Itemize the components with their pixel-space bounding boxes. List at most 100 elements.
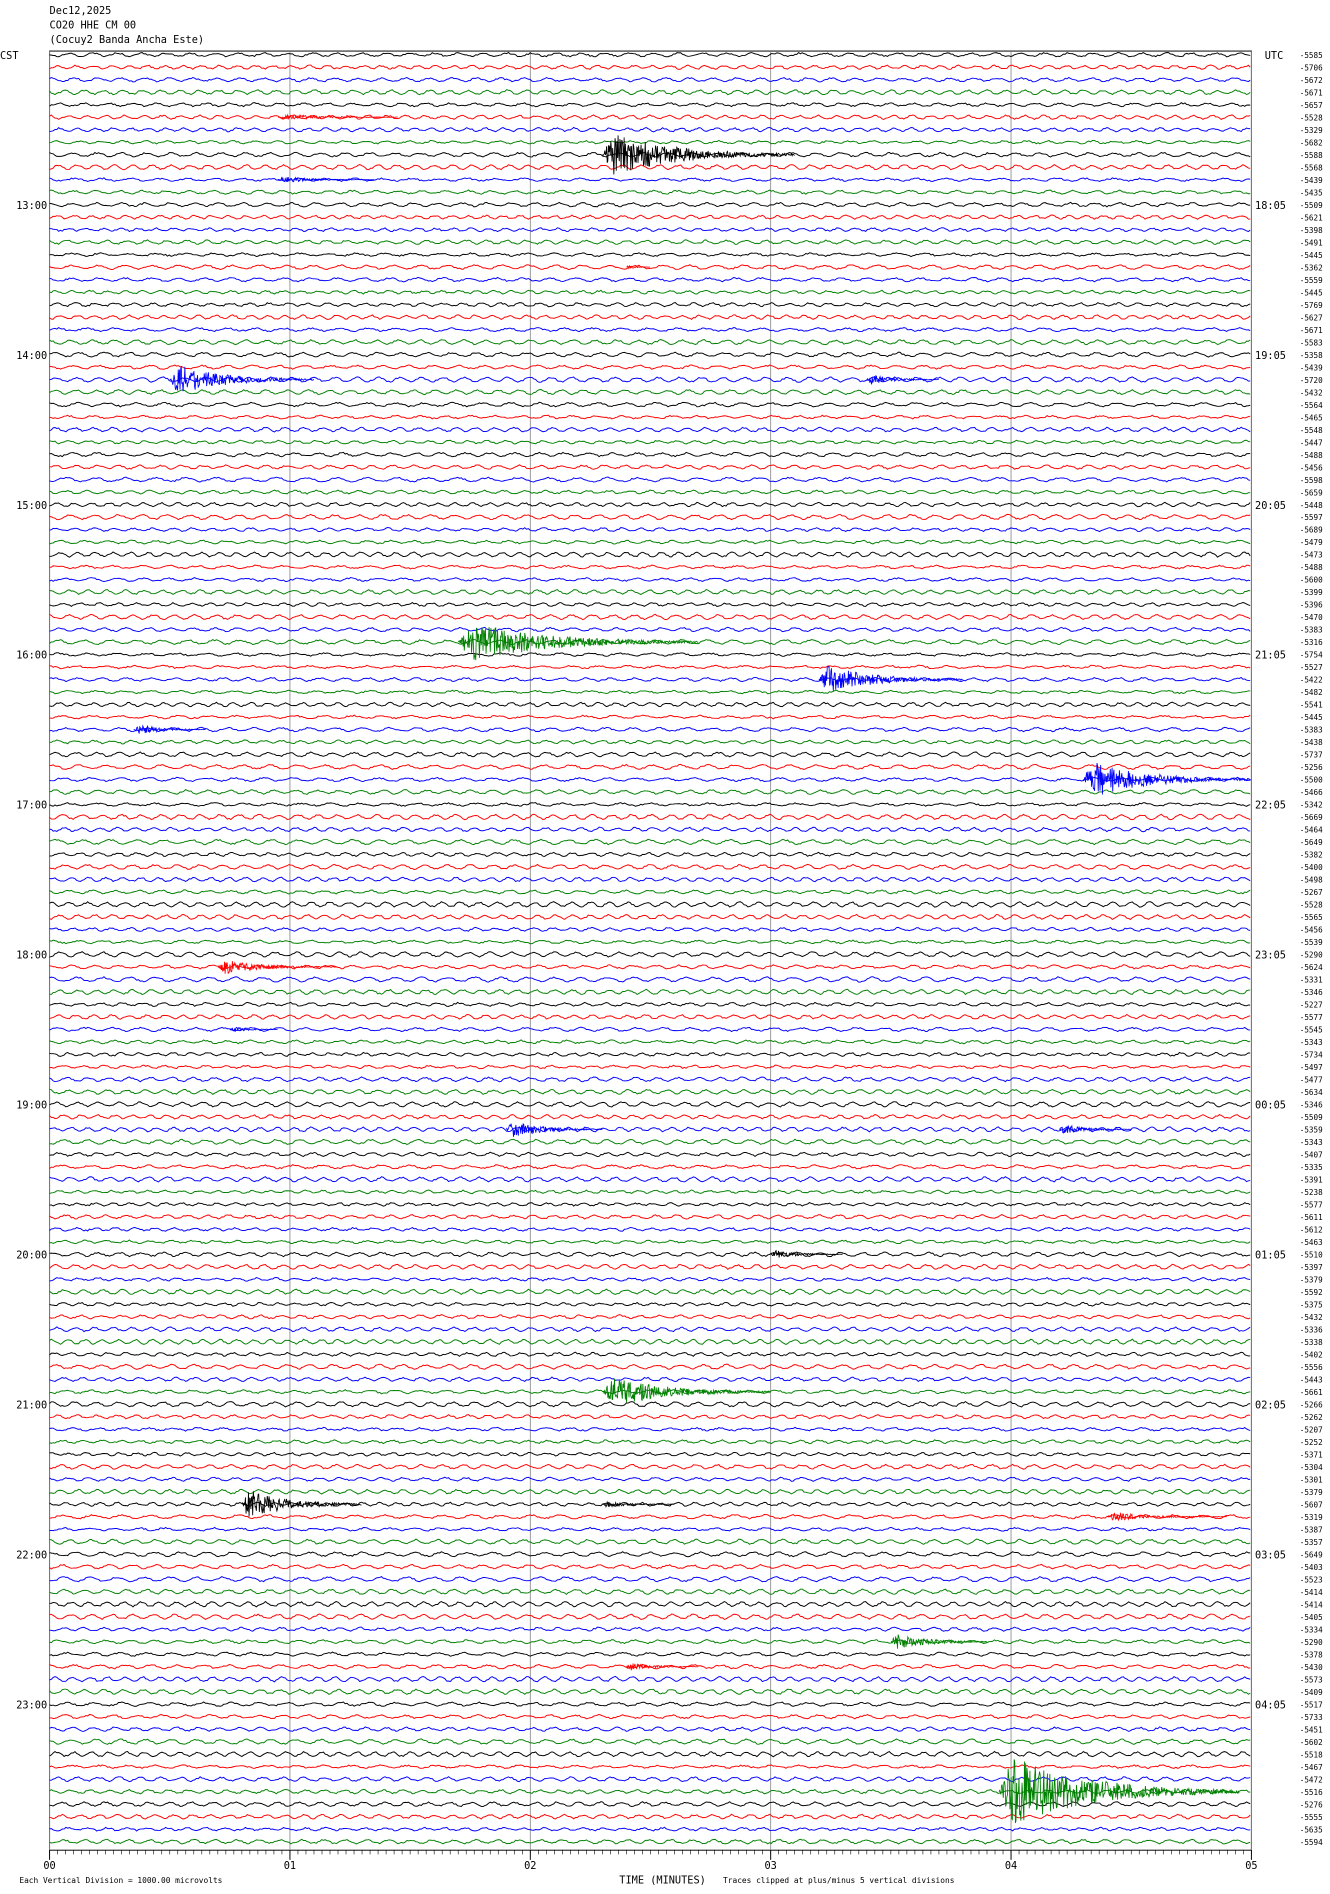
trace-offset: -5689 bbox=[1300, 526, 1323, 535]
trace bbox=[49, 726, 1251, 733]
trace-offset: -5518 bbox=[1300, 1750, 1323, 1759]
station: (Cocuy2 Banda Ancha Este) bbox=[50, 34, 205, 46]
trace bbox=[49, 1338, 1251, 1345]
trace-offset: -5252 bbox=[1300, 1438, 1323, 1447]
trace-offset: -5509 bbox=[1300, 1113, 1323, 1122]
trace-offset: -5346 bbox=[1300, 988, 1323, 997]
trace bbox=[49, 676, 1251, 683]
trace bbox=[49, 1426, 1251, 1432]
trace bbox=[49, 1738, 1251, 1745]
trace-offset: -5456 bbox=[1300, 463, 1323, 472]
seismic-event bbox=[1106, 1512, 1228, 1522]
trace bbox=[49, 1326, 1251, 1333]
trace bbox=[49, 289, 1251, 295]
trace-offset: -5445 bbox=[1300, 251, 1323, 260]
trace-offset: -5517 bbox=[1300, 1700, 1323, 1709]
utc-label: 21:05 bbox=[1255, 650, 1286, 662]
trace-offset: -5379 bbox=[1300, 1488, 1323, 1497]
seismic-event bbox=[866, 375, 939, 385]
trace bbox=[49, 76, 1251, 83]
trace bbox=[49, 1651, 1251, 1657]
trace-offset: -5734 bbox=[1300, 1051, 1323, 1060]
trace bbox=[49, 201, 1251, 208]
trace bbox=[49, 1088, 1251, 1095]
seismic-event bbox=[626, 1663, 699, 1671]
trace-offset: -5346 bbox=[1300, 1101, 1323, 1110]
trace bbox=[49, 1151, 1251, 1158]
trace-offset: -5334 bbox=[1300, 1625, 1323, 1634]
trace-offset: -5556 bbox=[1300, 1363, 1323, 1372]
trace bbox=[49, 626, 1251, 633]
trace-offset: -5379 bbox=[1300, 1276, 1323, 1285]
utc-label: 01:05 bbox=[1255, 1250, 1286, 1262]
trace-offset: -5338 bbox=[1300, 1338, 1323, 1347]
trace-offset: -5266 bbox=[1300, 1400, 1323, 1409]
trace bbox=[49, 689, 1251, 695]
trace bbox=[49, 1363, 1251, 1370]
trace bbox=[49, 1263, 1251, 1270]
trace-offset: -5672 bbox=[1300, 76, 1323, 85]
trace bbox=[49, 889, 1251, 895]
trace bbox=[49, 364, 1251, 370]
x-tick-label: 02 bbox=[524, 1860, 536, 1872]
trace bbox=[49, 577, 1251, 582]
trace bbox=[49, 1214, 1251, 1220]
trace bbox=[49, 1039, 1251, 1045]
trace bbox=[49, 227, 1251, 233]
trace-offset: -5539 bbox=[1300, 938, 1323, 947]
trace bbox=[49, 1226, 1251, 1232]
trace-offset: -5227 bbox=[1300, 1001, 1323, 1010]
x-tick-label: 00 bbox=[43, 1860, 55, 1872]
trace-offset: -5290 bbox=[1300, 1638, 1323, 1647]
cst-label: 15:00 bbox=[16, 500, 47, 512]
trace-offset: -5635 bbox=[1300, 1825, 1323, 1834]
trace bbox=[49, 1451, 1251, 1457]
trace bbox=[49, 1301, 1251, 1307]
seismic-event bbox=[229, 1026, 278, 1032]
trace-offset: -5397 bbox=[1300, 1263, 1323, 1272]
trace-offset: -5343 bbox=[1300, 1138, 1323, 1147]
trace bbox=[49, 751, 1251, 758]
trace-offset: -5456 bbox=[1300, 926, 1323, 935]
trace-offset: -5577 bbox=[1300, 1201, 1323, 1210]
trace bbox=[49, 763, 1251, 770]
trace-offset: -5661 bbox=[1300, 1388, 1323, 1397]
trace bbox=[49, 426, 1251, 433]
trace bbox=[49, 863, 1251, 871]
trace bbox=[49, 1376, 1251, 1383]
trace-offset: -5528 bbox=[1300, 901, 1323, 910]
trace-offset: -5432 bbox=[1300, 1313, 1323, 1322]
trace bbox=[49, 177, 1251, 183]
cst-label: 21:00 bbox=[16, 1399, 47, 1411]
trace bbox=[49, 264, 1251, 271]
utc-label: 04:05 bbox=[1255, 1699, 1286, 1711]
trace-offset: -5382 bbox=[1300, 851, 1323, 860]
trace-offset: -5516 bbox=[1300, 1788, 1323, 1797]
seismic-event bbox=[818, 665, 963, 691]
trace bbox=[49, 414, 1251, 420]
cst-label: 19:00 bbox=[16, 1100, 47, 1112]
trace-offset: -5400 bbox=[1300, 863, 1323, 872]
trace bbox=[49, 1613, 1251, 1621]
trace bbox=[49, 1764, 1251, 1769]
trace-offset: -5733 bbox=[1300, 1713, 1323, 1722]
cst-label: 18:00 bbox=[16, 950, 47, 962]
trace bbox=[49, 1239, 1251, 1245]
trace-offset: -5498 bbox=[1300, 876, 1323, 885]
trace bbox=[49, 388, 1251, 396]
trace-offset: -5262 bbox=[1300, 1413, 1323, 1422]
seismic-event bbox=[602, 1378, 771, 1403]
trace-offset: -5612 bbox=[1300, 1226, 1323, 1235]
trace-offset: -5319 bbox=[1300, 1513, 1323, 1522]
trace-offset: -5621 bbox=[1300, 213, 1323, 222]
trace bbox=[49, 1488, 1251, 1495]
trace bbox=[49, 1463, 1251, 1470]
trace bbox=[49, 51, 1251, 58]
trace bbox=[49, 1389, 1251, 1395]
trace-offset: -5669 bbox=[1300, 813, 1323, 822]
trace bbox=[49, 876, 1251, 883]
trace-offset: -5383 bbox=[1300, 726, 1323, 735]
trace bbox=[49, 802, 1251, 807]
x-tick-label: 01 bbox=[284, 1860, 296, 1872]
trace bbox=[49, 1563, 1251, 1570]
